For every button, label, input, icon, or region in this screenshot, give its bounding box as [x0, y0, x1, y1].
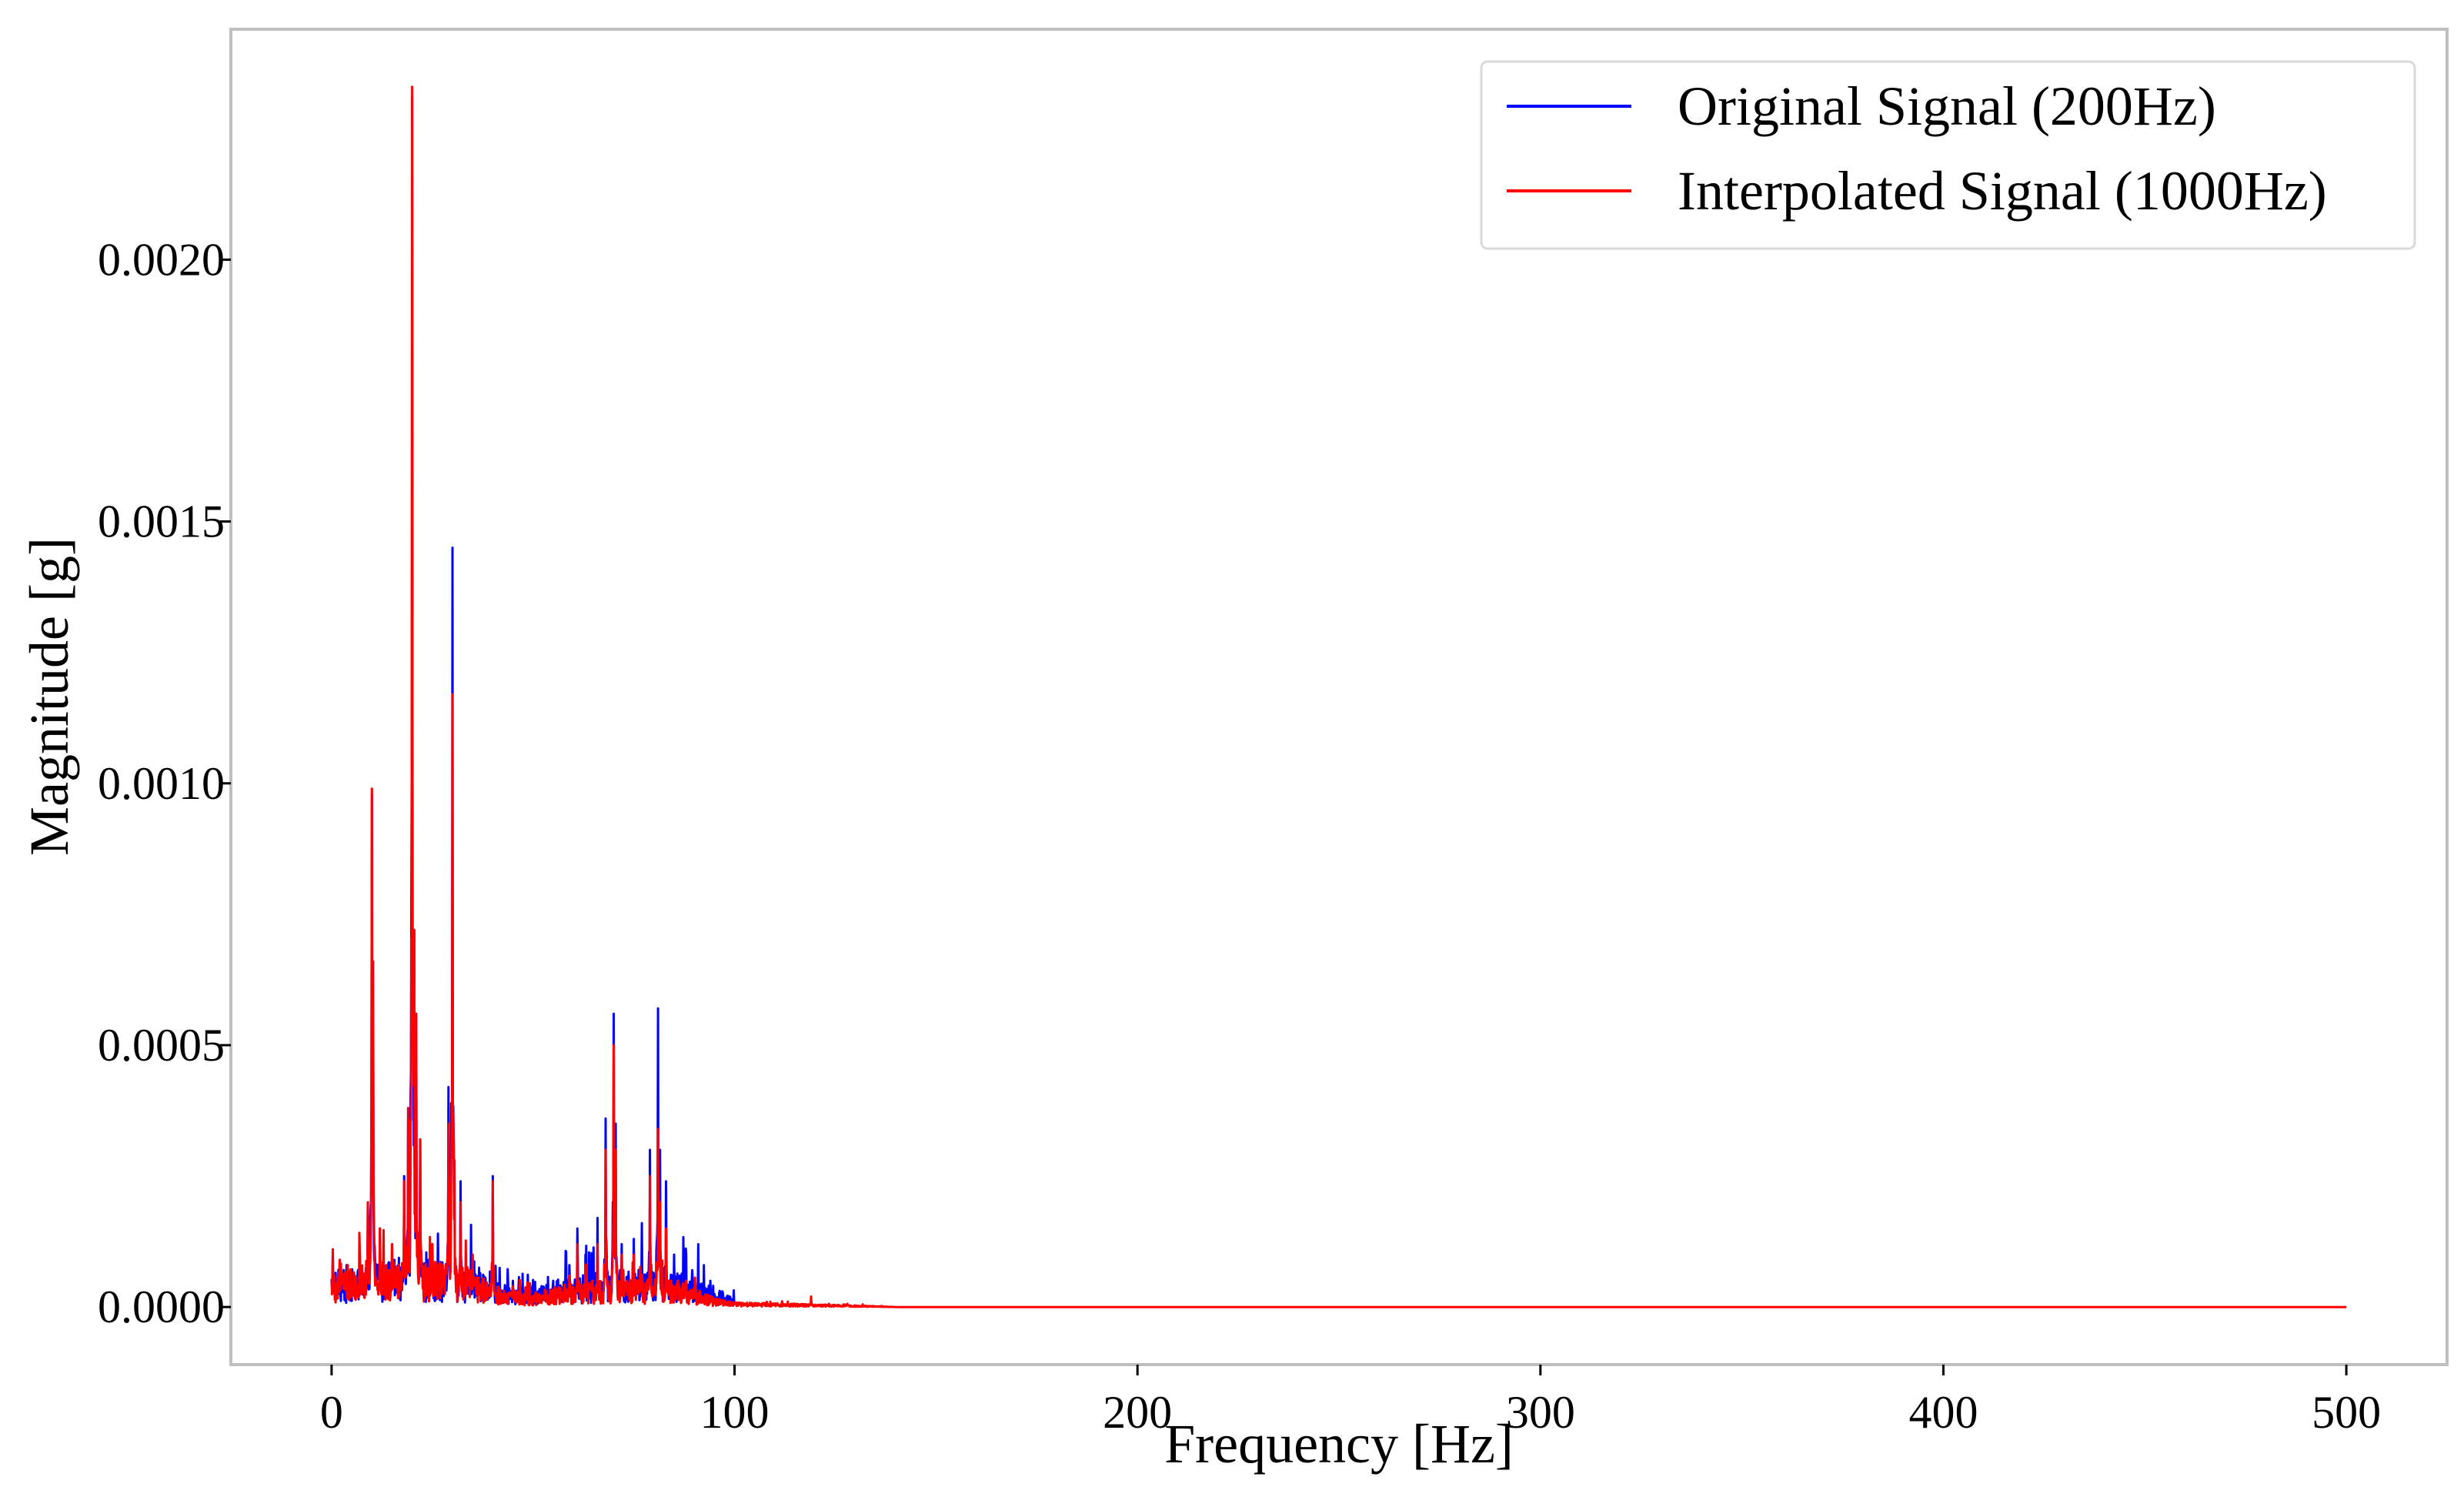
- x-tick-label-4: 400: [1908, 1387, 1978, 1438]
- x-tick-label-1: 100: [700, 1387, 770, 1438]
- x-tick-label-0: 0: [320, 1387, 343, 1438]
- series-line-interpolated: [330, 85, 2348, 1308]
- legend: Original Signal (200Hz) Interpolated Sig…: [1480, 60, 2416, 250]
- legend-box: [1480, 60, 2416, 250]
- series-layer: [330, 85, 2348, 1308]
- x-axis-ticks: 0 100 200 300 400 500: [320, 1365, 2381, 1438]
- x-axis-label: Frequency [Hz]: [1164, 1413, 1514, 1475]
- plot-frame: [229, 28, 2449, 1366]
- y-axis-label: Magnitude [g]: [18, 537, 80, 856]
- legend-label-interpolated: Interpolated Signal (1000Hz): [1678, 160, 2327, 222]
- y-tick-label-3: 0.0015: [98, 496, 225, 547]
- legend-label-original: Original Signal (200Hz): [1678, 75, 2216, 137]
- x-tick-label-5: 500: [2312, 1387, 2381, 1438]
- y-tick-label-1: 0.0005: [98, 1020, 225, 1071]
- x-tick-label-2: 200: [1103, 1387, 1172, 1438]
- x-tick-label-3: 300: [1506, 1387, 1575, 1438]
- y-tick-label-4: 0.0020: [98, 234, 225, 285]
- y-tick-label-2: 0.0010: [98, 758, 225, 809]
- y-axis-ticks: 0.0000 0.0005 0.0010 0.0015 0.0020: [98, 234, 231, 1332]
- y-tick-label-0: 0.0000: [98, 1281, 225, 1332]
